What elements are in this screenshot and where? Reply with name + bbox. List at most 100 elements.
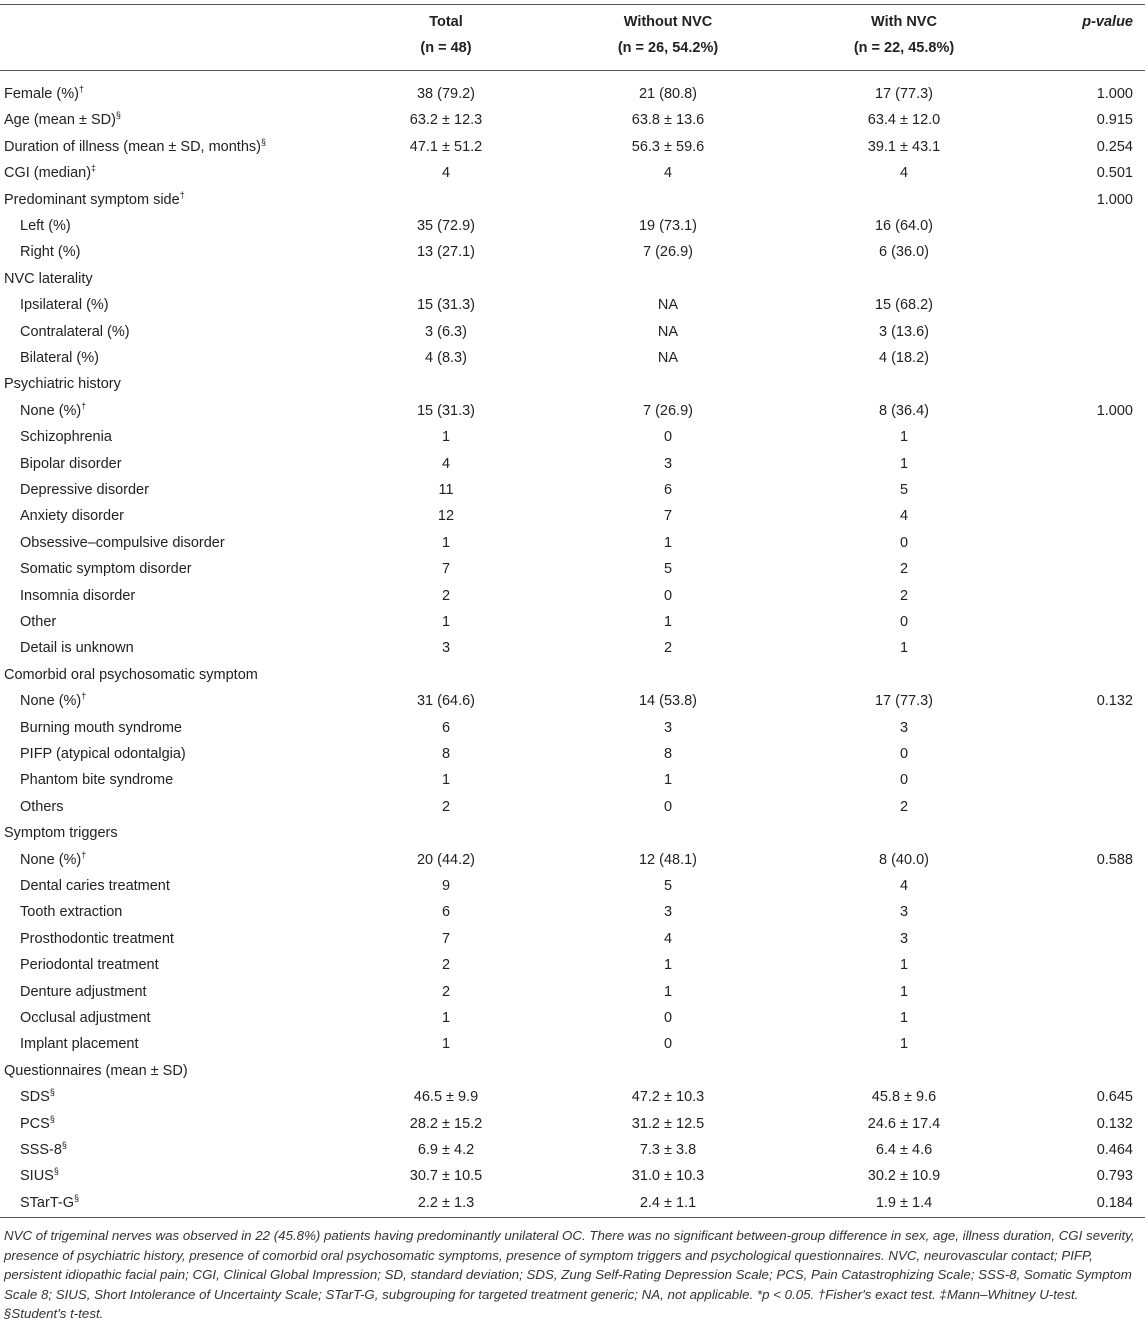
- label-text: Age (mean ± SD): [4, 112, 116, 129]
- label-text: Predominant symptom side: [4, 191, 180, 208]
- label-text: Somatic symptom disorder: [20, 561, 192, 578]
- cell: NA: [657, 297, 679, 314]
- row-label: Duration of illness (mean ± SD, months)§: [4, 137, 266, 157]
- row-label: Anxiety disorder: [20, 506, 124, 526]
- cell: 4 (18.2): [879, 350, 929, 366]
- row-label: PIFP (atypical odontalgia): [20, 744, 186, 764]
- cell: 31.0 ± 10.3: [631, 1168, 705, 1185]
- cell: 4: [663, 930, 673, 947]
- cell: 14 (53.8): [638, 693, 698, 710]
- row-label: SSS-8§: [20, 1140, 67, 1160]
- cell: 2: [441, 983, 451, 1000]
- cell: 47.1 ± 51.2: [409, 138, 483, 155]
- row-label: Psychiatric history: [4, 374, 121, 394]
- cell: 4: [899, 165, 909, 182]
- label-text: Phantom bite syndrome: [20, 772, 174, 789]
- cell: 4: [663, 165, 673, 182]
- cell: 2: [441, 587, 451, 604]
- label-text: Contralateral (%): [20, 323, 130, 340]
- row-label: Prosthodontic treatment: [20, 929, 174, 949]
- cell: 1: [663, 957, 673, 974]
- cell: 2.2 ± 1.3: [417, 1194, 475, 1211]
- cell: 2: [441, 798, 451, 815]
- footnote-mark: §: [260, 136, 266, 147]
- cell: 0: [663, 587, 673, 604]
- cell: 20 (44.2): [416, 851, 476, 868]
- cell: 56.3 ± 59.6: [631, 138, 705, 155]
- footnote-mark: §: [49, 1113, 55, 1124]
- cell: 28.2 ± 15.2: [409, 1115, 483, 1132]
- cell: 31.2 ± 12.5: [631, 1115, 705, 1132]
- label-text: SIUS: [20, 1168, 54, 1185]
- label-text: SDS: [20, 1089, 50, 1106]
- cell: 1: [663, 772, 673, 789]
- cell: 4: [899, 878, 909, 894]
- row-label: Obsessive–compulsive disorder: [20, 533, 225, 553]
- cell: 2: [899, 798, 909, 815]
- label-text: Comorbid oral psychosomatic symptom: [4, 666, 258, 683]
- cell: NA: [657, 350, 679, 366]
- row-label: Periodontal treatment: [20, 955, 159, 975]
- cell: 7 (26.9): [643, 402, 693, 419]
- label-text: Bipolar disorder: [20, 455, 122, 472]
- row-label: Bipolar disorder: [20, 454, 122, 474]
- cell: 1: [899, 983, 909, 1000]
- row-label: None (%)†: [20, 691, 86, 711]
- cell: 17 (77.3): [874, 86, 934, 102]
- row-label: SDS§: [20, 1087, 55, 1107]
- label-text: Left (%): [20, 218, 71, 234]
- row-label: Others: [20, 797, 64, 817]
- column-header: Total: [429, 14, 463, 30]
- row-label: Denture adjustment: [20, 982, 147, 1002]
- row-label: SIUS§: [20, 1166, 59, 1186]
- cell: 1: [441, 534, 451, 551]
- cell: 1: [899, 640, 909, 657]
- label-text: Questionnaires (mean ± SD): [4, 1062, 188, 1079]
- label-text: Implant placement: [20, 1036, 139, 1053]
- cell: 0: [663, 1036, 673, 1053]
- row-label: Contralateral (%): [20, 322, 130, 342]
- cell: 7: [441, 930, 451, 947]
- cell: 1: [441, 1036, 451, 1053]
- cell: 4: [441, 165, 451, 182]
- row-label: Female (%)†: [4, 84, 84, 104]
- label-text: PCS: [20, 1115, 50, 1132]
- cell: 0: [663, 1010, 673, 1026]
- cell: 38 (79.2): [416, 86, 476, 102]
- row-label: CGI (median)‡: [4, 163, 96, 183]
- label-text: Other: [20, 614, 57, 630]
- label-text: Tooth extraction: [20, 904, 123, 921]
- label-text: Others: [20, 798, 64, 815]
- label-text: Duration of illness (mean ± SD, months): [4, 138, 261, 155]
- cell: 5: [663, 878, 673, 894]
- label-text: CGI (median): [4, 165, 92, 182]
- top-rule: [0, 4, 1145, 5]
- cell: 7.3 ± 3.8: [639, 1142, 697, 1158]
- cell: 5: [899, 482, 909, 498]
- cell: 15 (31.3): [416, 297, 476, 314]
- row-label: Bilateral (%): [20, 348, 99, 368]
- label-text: None (%): [20, 693, 82, 710]
- footnote-mark: §: [115, 110, 121, 121]
- cell: 0.132: [1096, 693, 1133, 710]
- header-rule: [0, 70, 1145, 71]
- cell: 35 (72.9): [416, 218, 476, 234]
- footnote: NVC of trigeminal nerves was observed in…: [4, 1228, 1135, 1321]
- cell: 30.7 ± 10.5: [409, 1168, 483, 1185]
- cell: 3: [663, 455, 673, 472]
- cell: 63.8 ± 13.6: [631, 112, 705, 129]
- cell: 7 (26.9): [643, 244, 693, 261]
- cell: 0.793: [1096, 1168, 1133, 1185]
- label-text: Psychiatric history: [4, 376, 121, 393]
- cell: 63.2 ± 12.3: [409, 112, 483, 129]
- cell: 1: [663, 983, 673, 1000]
- cell: 0.254: [1096, 138, 1133, 155]
- row-label: Depressive disorder: [20, 480, 149, 500]
- label-text: Bilateral (%): [20, 350, 99, 366]
- cell: 6: [663, 482, 673, 498]
- cell: 1: [441, 1010, 451, 1026]
- cell: 0.915: [1096, 112, 1133, 129]
- cell: 2: [663, 640, 673, 657]
- row-label: Left (%): [20, 216, 71, 236]
- column-header: p-value: [1082, 14, 1133, 30]
